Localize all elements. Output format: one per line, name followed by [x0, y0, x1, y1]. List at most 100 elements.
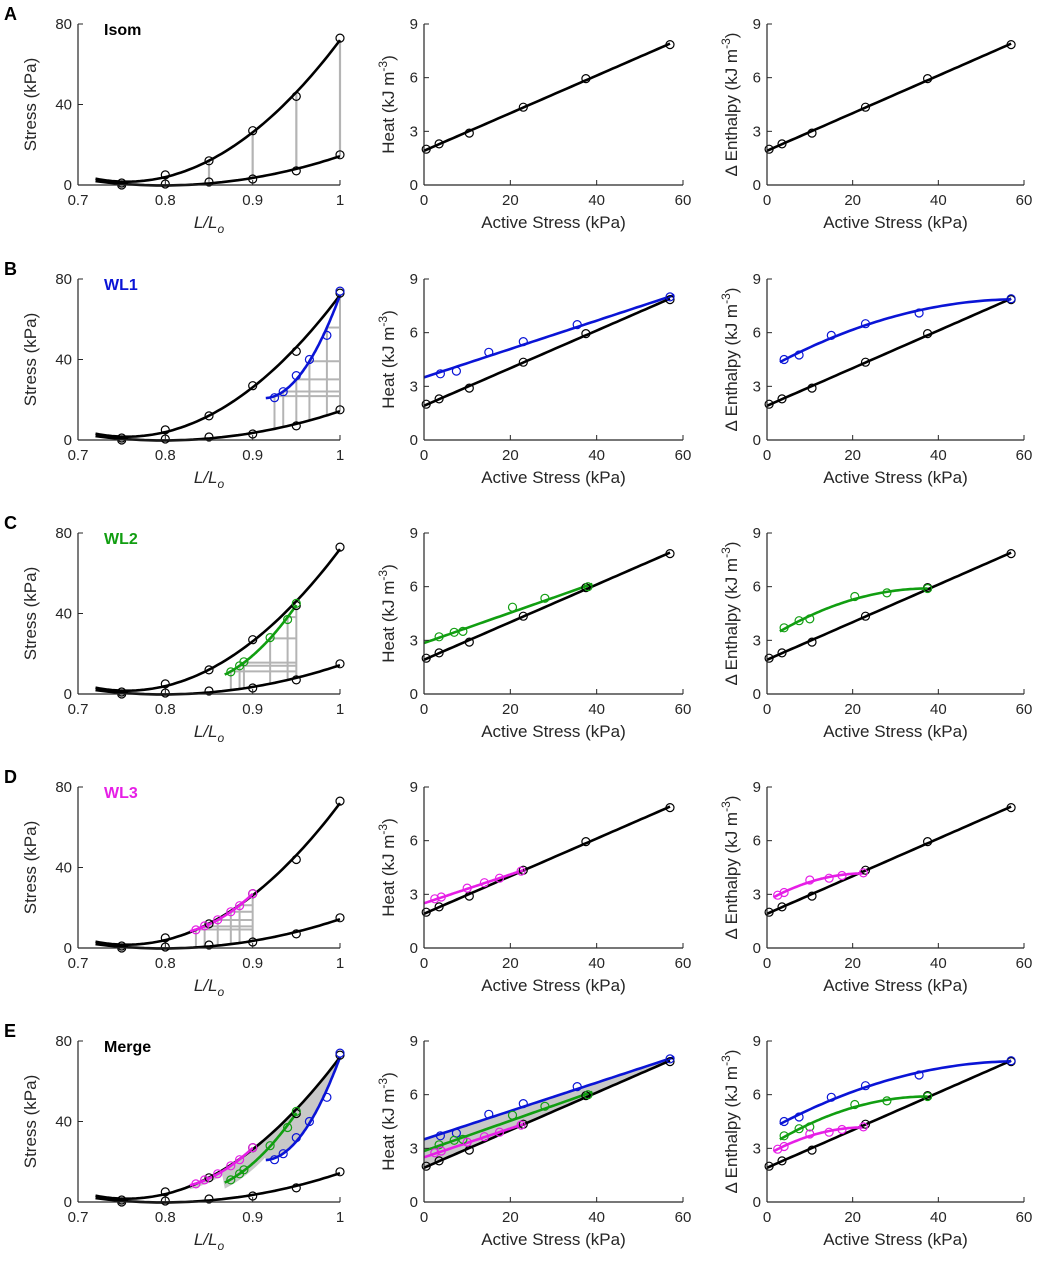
y-tick-label: 3 [753, 378, 761, 395]
data-point [291, 371, 301, 381]
data-point [805, 875, 815, 885]
data-point [794, 1124, 804, 1134]
panel-title: WL2 [104, 531, 138, 548]
data-point [322, 1092, 332, 1102]
y-tick-label: 9 [410, 271, 418, 288]
panel-D-length: D 0.7 0.8 0.9 1 0 40 80 L/Lo Stress (kPa) WL3 [4, 767, 345, 999]
data-point [434, 1156, 444, 1166]
fit-line [423, 1059, 671, 1169]
x-tick-label: 40 [588, 447, 605, 464]
fit-line [423, 1122, 524, 1159]
data-point [882, 588, 892, 598]
data-point [807, 891, 817, 901]
data-point [226, 1175, 236, 1185]
data-point [794, 1112, 804, 1122]
x-tick-label: 0.9 [242, 701, 263, 718]
x-tick-label: 40 [588, 955, 605, 972]
data-point [291, 598, 301, 609]
data-point [291, 1106, 301, 1117]
data-point [449, 627, 459, 637]
panel-B-enthalpy: 0 20 40 60 0 3 6 9 Active Stress (kPa) Δ Enthalpy… [719, 271, 1032, 487]
fit-line [95, 548, 342, 692]
fit-line [766, 551, 1012, 661]
y-tick-label: 40 [55, 606, 72, 623]
data-point [826, 330, 836, 340]
data-point [777, 394, 787, 404]
data-point [779, 1131, 789, 1141]
panel-title: WL1 [104, 277, 138, 294]
data-point [204, 940, 214, 950]
x-tick-label: 0 [420, 192, 428, 209]
data-point [922, 73, 933, 84]
data-point [479, 1132, 489, 1142]
panel-A-length: A 0.7 0.8 0.9 1 0 40 80 L/Lo Stress (kPa) Isom [4, 4, 345, 236]
data-point [665, 292, 675, 302]
x-tick-label: 0 [420, 1209, 428, 1226]
data-point [837, 870, 847, 881]
y-tick-label: 6 [753, 833, 761, 850]
data-point [464, 637, 474, 647]
data-point [278, 1149, 288, 1159]
y-axis-label: Δ Enthalpy (kJ m-3) [719, 1050, 741, 1194]
x-tick-label: 20 [502, 192, 519, 209]
x-axis-label: Active Stress (kPa) [823, 213, 968, 232]
x-axis-label: L/Lo [194, 213, 225, 236]
data-point [226, 907, 236, 917]
data-point [860, 102, 871, 112]
data-point [914, 308, 924, 318]
data-point [322, 330, 332, 340]
y-tick-label: 9 [410, 525, 418, 542]
data-point [779, 1141, 789, 1152]
data-point [484, 347, 494, 357]
fit-line [265, 294, 342, 400]
y-tick-label: 3 [753, 1140, 761, 1157]
x-tick-label: 40 [930, 701, 947, 718]
data-point [160, 425, 170, 435]
data-point [805, 614, 815, 624]
data-point [572, 1081, 582, 1092]
panel-C-enthalpy: 0 20 40 60 0 3 6 9 Active Stress (kPa) Δ Enthalpy… [719, 525, 1032, 741]
data-point [922, 1091, 933, 1102]
x-tick-label: 60 [675, 1209, 692, 1226]
data-point [824, 873, 834, 883]
data-point [160, 170, 170, 180]
y-tick-label: 6 [410, 70, 418, 87]
data-point [464, 128, 474, 138]
fit-line [766, 42, 1012, 152]
data-point [335, 405, 345, 415]
y-tick-label: 3 [410, 1140, 418, 1157]
x-tick-label: 60 [675, 447, 692, 464]
data-point [204, 665, 214, 675]
y-tick-label: 80 [55, 271, 72, 288]
data-point [518, 102, 528, 112]
data-point [436, 892, 446, 902]
y-tick-label: 0 [410, 686, 418, 703]
y-tick-label: 0 [64, 177, 72, 194]
fit-line [265, 1056, 342, 1162]
x-tick-label: 0.9 [242, 447, 263, 464]
data-point [226, 667, 236, 677]
y-axis-label: Stress (kPa) [21, 313, 40, 407]
y-tick-label: 9 [753, 1033, 761, 1050]
x-axis-label: Active Stress (kPa) [823, 1230, 968, 1249]
y-tick-label: 0 [410, 177, 418, 194]
data-point [269, 393, 280, 403]
data-point [494, 1127, 505, 1137]
data-point [248, 126, 258, 136]
x-tick-label: 0.7 [68, 955, 89, 972]
y-tick-label: 9 [753, 16, 761, 33]
data-point [540, 593, 550, 603]
y-tick-label: 9 [410, 1033, 418, 1050]
data-point [914, 1070, 924, 1080]
data-point [435, 369, 445, 379]
data-point [540, 1101, 550, 1111]
data-point [922, 836, 933, 847]
data-point [665, 548, 675, 559]
data-point [291, 1183, 301, 1193]
y-tick-label: 80 [55, 525, 72, 542]
data-point [335, 1048, 345, 1058]
data-point [434, 648, 444, 658]
x-axis-label: Active Stress (kPa) [823, 722, 968, 741]
data-point [421, 907, 431, 917]
data-point [764, 907, 774, 917]
